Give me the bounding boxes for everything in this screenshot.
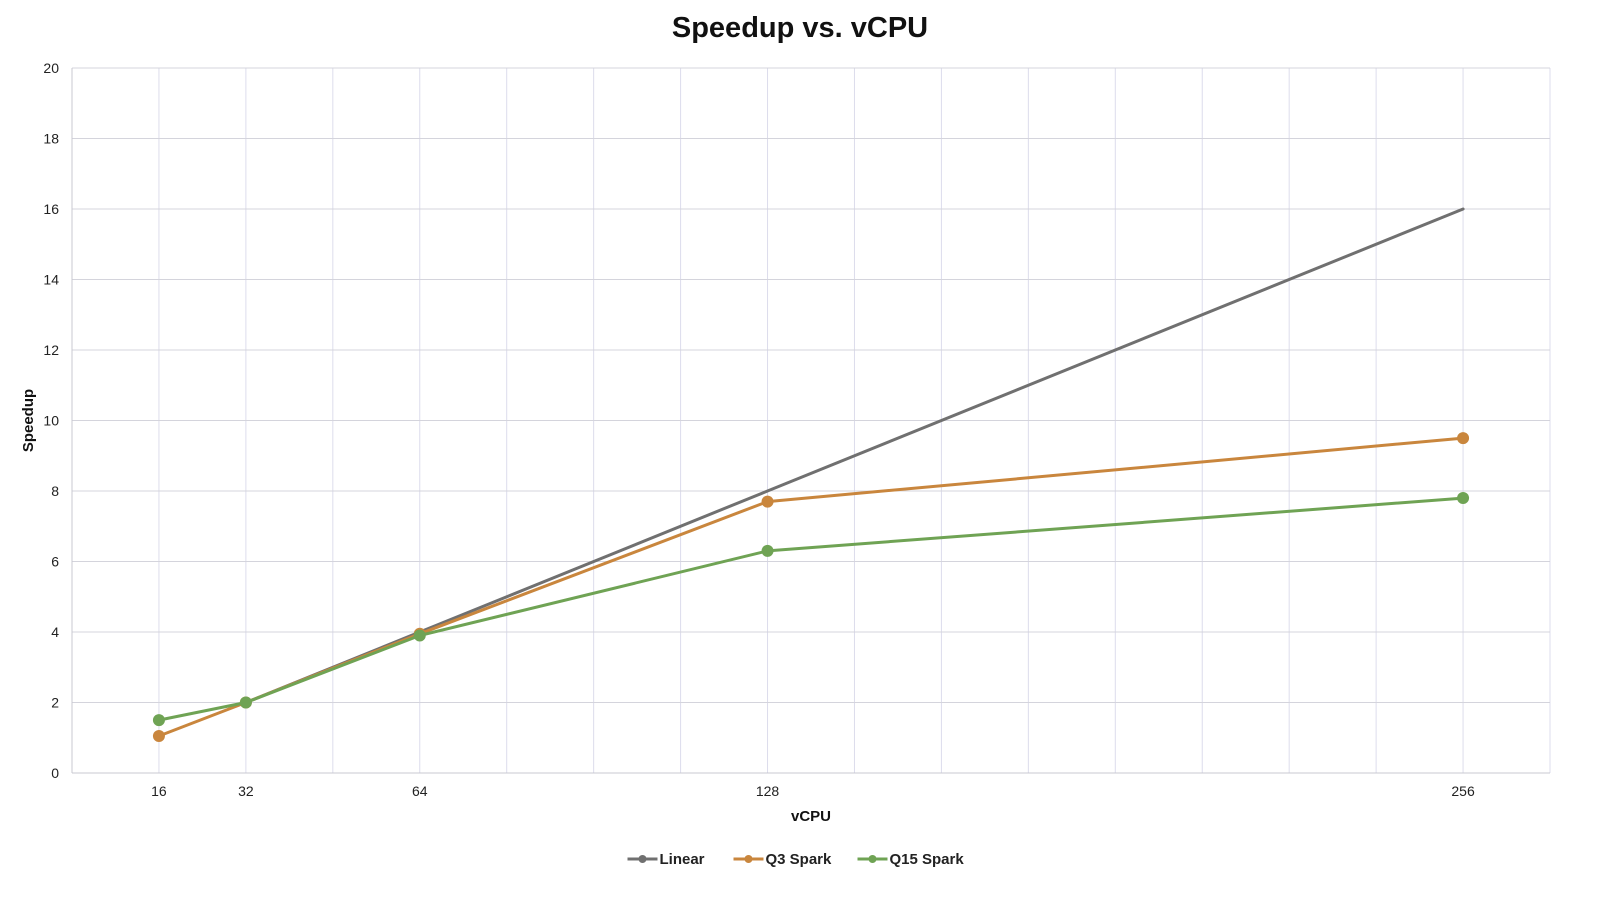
y-tick-label: 2 xyxy=(51,695,59,711)
y-tick-label: 0 xyxy=(51,765,59,781)
data-point-q15-spark xyxy=(761,544,774,557)
y-tick-label: 6 xyxy=(51,554,59,570)
y-tick-label: 4 xyxy=(51,624,59,640)
legend: Linear Q3 Spark Q15 Spark xyxy=(627,851,965,868)
data-point-q3-spark xyxy=(152,729,165,742)
series-line-q15-spark xyxy=(157,496,1465,722)
x-tick-label: 128 xyxy=(756,783,780,799)
data-point-q15-spark xyxy=(239,696,252,709)
y-tick-label: 8 xyxy=(51,483,59,499)
grid-lines xyxy=(72,67,1551,774)
chart-title: Speedup vs. vCPU xyxy=(671,12,929,44)
legend-label-q15-spark: Q15 Spark xyxy=(890,851,965,868)
y-tick-label: 14 xyxy=(43,272,59,288)
x-tick-label: 16 xyxy=(151,783,167,799)
data-point-q3-spark xyxy=(761,495,774,508)
legend-label-q3-spark: Q3 Spark xyxy=(766,851,833,868)
tick-labels: 0 2 4 6 8 10 12 14 16 18 20 16 32 64 128 256 xyxy=(43,60,1475,799)
data-point-q3-spark xyxy=(1457,432,1470,445)
legend-label-linear: Linear xyxy=(660,851,705,868)
y-tick-label: 16 xyxy=(43,201,59,217)
y-tick-label: 12 xyxy=(43,342,59,358)
series-lines xyxy=(152,207,1470,742)
data-point-q15-spark xyxy=(1457,492,1470,505)
data-point-q15-spark xyxy=(152,714,165,727)
legend-swatch-marker-q3-spark xyxy=(744,855,753,863)
series-line-q3-spark xyxy=(157,436,1465,738)
data-point-q15-spark xyxy=(413,629,426,642)
y-tick-label: 20 xyxy=(43,60,59,76)
axes xyxy=(71,68,1550,774)
y-tick-label: 10 xyxy=(43,413,59,429)
x-tick-label: 256 xyxy=(1451,783,1475,799)
x-axis-title: vCPU xyxy=(791,808,831,825)
x-tick-label: 32 xyxy=(238,783,254,799)
legend-swatch-marker-linear xyxy=(638,855,647,863)
legend-swatch-marker-q15-spark xyxy=(868,855,877,863)
x-tick-label: 64 xyxy=(412,783,428,799)
y-axis-title: Speedup xyxy=(20,389,37,452)
y-tick-label: 18 xyxy=(43,131,59,147)
